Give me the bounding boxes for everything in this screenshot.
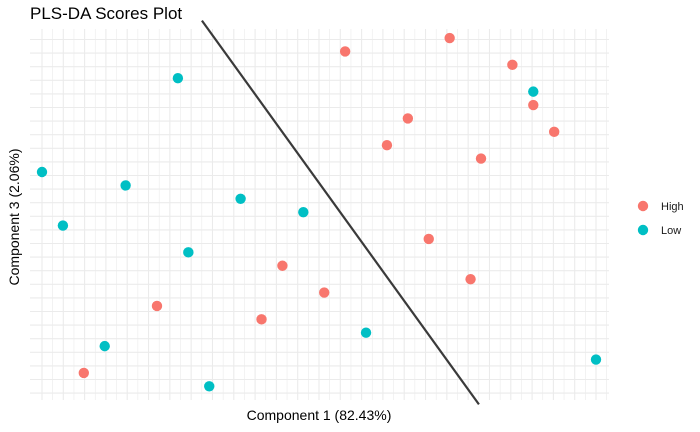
legend: High Low (637, 200, 684, 237)
point-high (465, 273, 476, 285)
point-high (548, 126, 560, 138)
point-high (78, 367, 90, 379)
point-low (590, 354, 602, 365)
x-axis-label: Component 1 (82.43%) (247, 407, 392, 423)
y-axis-label: Component 3 (2.06%) (6, 149, 22, 286)
point-low (204, 381, 215, 392)
point-low (36, 166, 48, 178)
point-high (423, 233, 434, 245)
point-low (360, 327, 372, 338)
point-high (402, 113, 414, 124)
legend-label-high: High (661, 201, 684, 213)
point-low (99, 340, 110, 352)
boundary-line (201, 19, 480, 406)
chart-title: PLS-DA Scores Plot (30, 4, 182, 23)
point-low (120, 180, 131, 191)
legend-key-low (637, 224, 649, 236)
legend-key-high (637, 200, 649, 212)
point-high (381, 140, 393, 151)
decision-boundary (201, 19, 480, 406)
point-high (528, 99, 539, 111)
data-points (36, 32, 602, 392)
point-low (235, 193, 246, 204)
point-low (528, 86, 539, 97)
point-low (57, 220, 69, 231)
point-high (507, 59, 518, 71)
point-high (339, 46, 351, 57)
point-high (256, 314, 267, 325)
point-high (475, 153, 487, 164)
point-high (151, 300, 163, 312)
point-low (172, 73, 184, 84)
point-low (298, 206, 309, 218)
point-high (277, 260, 288, 271)
legend-label-low: Low (661, 225, 681, 237)
grid (30, 29, 609, 400)
point-high (444, 32, 455, 44)
point-low (183, 247, 194, 258)
point-high (319, 287, 330, 298)
